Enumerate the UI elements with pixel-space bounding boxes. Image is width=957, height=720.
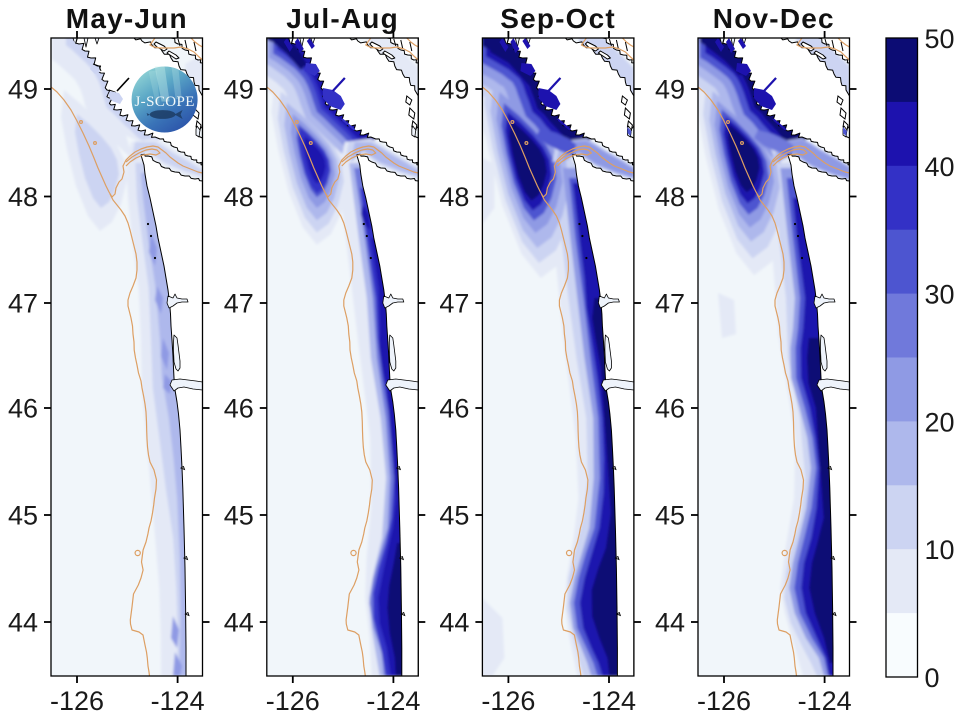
svg-text:J-SCOPE: J-SCOPE xyxy=(134,94,194,110)
svg-text:Sep-Oct: Sep-Oct xyxy=(500,3,616,34)
svg-text:44: 44 xyxy=(224,608,254,638)
svg-text:40: 40 xyxy=(925,152,955,182)
svg-text:49: 49 xyxy=(8,75,38,105)
svg-text:44: 44 xyxy=(8,608,38,638)
svg-text:46: 46 xyxy=(439,394,469,424)
svg-text:May-Jun: May-Jun xyxy=(66,3,188,34)
svg-text:47: 47 xyxy=(655,289,685,319)
svg-text:45: 45 xyxy=(8,501,38,531)
svg-text:30: 30 xyxy=(925,280,955,310)
svg-text:44: 44 xyxy=(655,608,685,638)
svg-text:Nov-Dec: Nov-Dec xyxy=(713,3,835,34)
svg-text:46: 46 xyxy=(224,394,254,424)
svg-text:45: 45 xyxy=(655,501,685,531)
svg-text:-126: -126 xyxy=(50,686,104,716)
svg-text:48: 48 xyxy=(8,182,38,212)
svg-text:47: 47 xyxy=(439,289,469,319)
svg-text:-124: -124 xyxy=(798,686,852,716)
svg-text:44: 44 xyxy=(439,608,469,638)
svg-text:10: 10 xyxy=(925,535,955,565)
svg-text:46: 46 xyxy=(8,394,38,424)
svg-text:48: 48 xyxy=(224,182,254,212)
svg-text:-126: -126 xyxy=(481,686,535,716)
svg-text:-126: -126 xyxy=(697,686,751,716)
svg-text:47: 47 xyxy=(224,289,254,319)
svg-text:49: 49 xyxy=(439,75,469,105)
svg-text:45: 45 xyxy=(439,501,469,531)
svg-text:49: 49 xyxy=(224,75,254,105)
svg-text:46: 46 xyxy=(655,394,685,424)
svg-text:49: 49 xyxy=(655,75,685,105)
svg-text:-124: -124 xyxy=(366,686,420,716)
svg-text:47: 47 xyxy=(8,289,38,319)
svg-text:48: 48 xyxy=(439,182,469,212)
svg-text:48: 48 xyxy=(655,182,685,212)
svg-text:45: 45 xyxy=(224,501,254,531)
svg-text:50: 50 xyxy=(925,24,955,54)
svg-text:Jul-Aug: Jul-Aug xyxy=(286,3,399,34)
svg-text:20: 20 xyxy=(925,407,955,437)
svg-text:0: 0 xyxy=(925,663,940,693)
svg-text:-126: -126 xyxy=(266,686,320,716)
svg-text:-124: -124 xyxy=(582,686,636,716)
svg-text:-124: -124 xyxy=(151,686,205,716)
